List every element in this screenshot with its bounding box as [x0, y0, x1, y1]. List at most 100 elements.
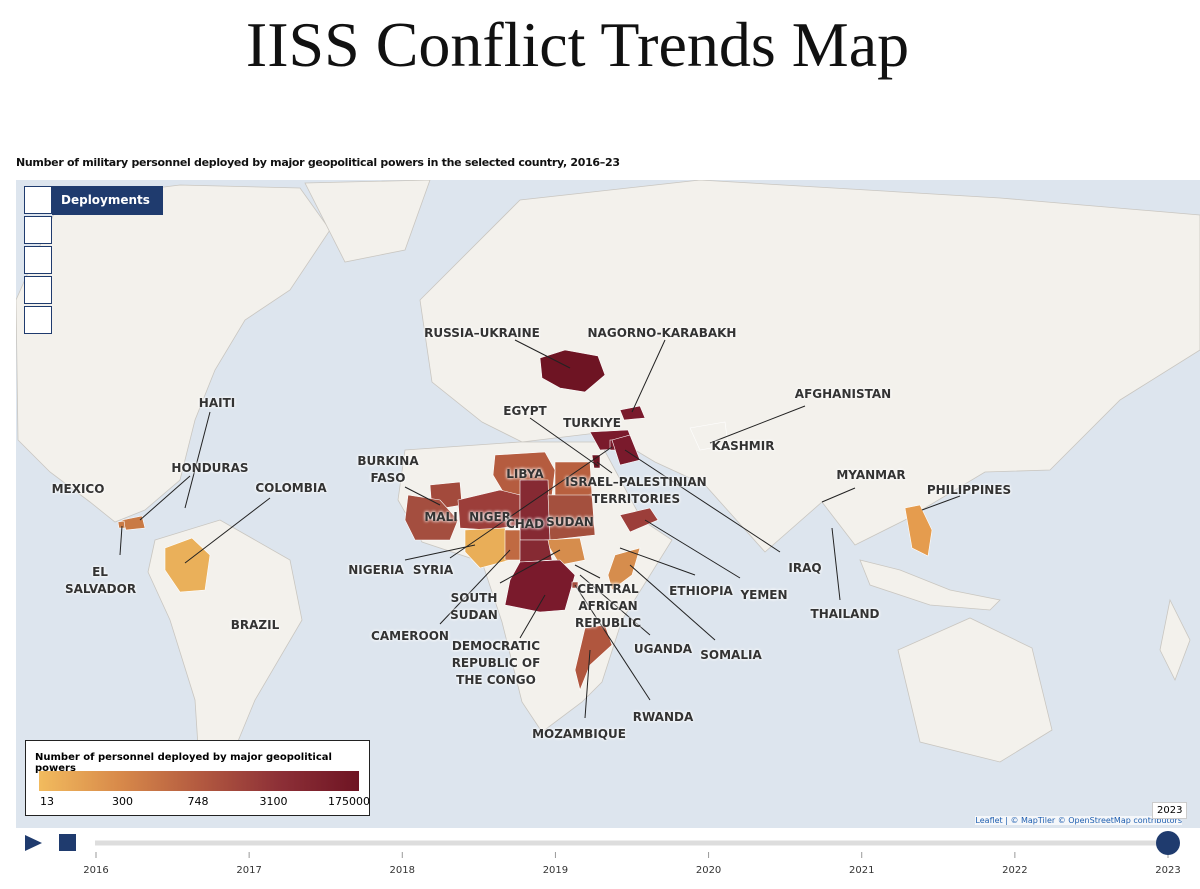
place-label: HAITI — [198, 396, 236, 410]
place-label: NAGORNO-KARABAKH — [587, 326, 737, 340]
timeline: 2016 2017 2018 2019 2020 2021 2022 2023 — [25, 831, 1181, 876]
year-label: 2019 — [543, 865, 568, 876]
country — [514, 539, 553, 563]
country — [504, 559, 576, 613]
place-label: SYRIA — [412, 563, 454, 577]
leader-line — [184, 411, 211, 509]
leader-line — [439, 549, 511, 625]
leader-line — [831, 527, 841, 601]
place-label: UGANDA — [633, 642, 693, 656]
country — [464, 527, 511, 569]
place-label: MOZAMBIQUE — [532, 727, 626, 741]
slider-handle[interactable] — [1156, 831, 1180, 855]
leader-line — [644, 519, 741, 579]
leader-line — [574, 564, 601, 579]
place-label: RUSSIA–UKRAINE — [424, 326, 540, 340]
year-label: 2016 — [83, 865, 108, 876]
place-label: ISRAEL–PALESTINIAN TERRITORIES — [565, 475, 707, 506]
legend-tick-label: 748 — [187, 795, 209, 808]
legend-title: Number of personnel deployed by major ge… — [35, 752, 332, 774]
leader-line — [619, 547, 696, 576]
layer-button[interactable] — [24, 246, 52, 274]
legend-tick-label: 300 — [112, 795, 133, 808]
leader-line — [404, 544, 476, 561]
country — [547, 494, 596, 541]
current-year: 2023 — [1152, 802, 1188, 819]
leader-line — [584, 649, 591, 719]
country — [689, 421, 729, 451]
leader-line — [139, 475, 191, 521]
leader-line — [449, 446, 613, 559]
leader-line — [596, 461, 613, 474]
country — [504, 529, 521, 561]
leader-line — [821, 487, 856, 503]
country — [619, 507, 659, 533]
leader-line — [579, 574, 651, 636]
place-label: BRAZIL — [230, 618, 280, 632]
place-label: RWANDA — [632, 710, 694, 724]
country — [607, 547, 641, 591]
legend-tick-label: 3100 — [259, 795, 288, 808]
leader-line — [631, 339, 666, 413]
map — [16, 180, 1200, 828]
place-label: NIGERIA — [348, 563, 404, 577]
year-label: 2023 — [1155, 865, 1180, 876]
place-label: KASHMIR — [711, 439, 775, 453]
country — [619, 405, 646, 421]
place-label: ETHIOPIA — [669, 584, 733, 598]
layer-button[interactable] — [24, 276, 52, 304]
leader-line — [921, 495, 961, 511]
place-label: SOUTH SUDAN — [450, 591, 498, 622]
country — [164, 537, 211, 593]
title: IISS Conflict Trends Map — [245, 9, 910, 80]
leader-line — [624, 449, 781, 553]
legend: Number of personnel deployed by major ge… — [25, 740, 370, 816]
year-label: 2022 — [1002, 865, 1027, 876]
leader-line — [499, 549, 561, 584]
year-label: 2017 — [236, 865, 261, 876]
legend-tick-label: 175000 — [328, 795, 370, 808]
layer-button[interactable] — [24, 186, 52, 214]
place-label: THAILAND — [810, 607, 880, 621]
country — [591, 454, 601, 469]
attribution[interactable]: Leaflet | © MapTiler © OpenStreetMap con… — [975, 816, 1182, 825]
year-label: 2020 — [696, 865, 721, 876]
active-layer[interactable]: Deployments — [52, 186, 163, 215]
place-label: CAMEROON — [371, 629, 449, 643]
layer-buttons — [24, 186, 52, 336]
country — [117, 520, 126, 529]
place-label: CHAD — [505, 517, 545, 531]
legend-bar — [39, 771, 359, 791]
country — [574, 624, 613, 691]
leader-line — [119, 525, 123, 556]
play-button[interactable] — [25, 835, 42, 851]
stop-button[interactable] — [59, 834, 76, 851]
leader-line — [184, 497, 271, 564]
layer-button[interactable] — [24, 306, 52, 334]
place-label: SOMALIA — [700, 648, 762, 662]
subtitle: Number of military personnel deployed by… — [16, 156, 620, 169]
leader-line — [529, 417, 599, 467]
country — [904, 504, 933, 557]
place-label: PHILIPPINES — [926, 483, 1012, 497]
place-label: COLOMBIA — [255, 481, 327, 495]
place-label: AFGHANISTAN — [794, 387, 892, 401]
leader-line — [709, 405, 806, 444]
place-label: EGYPT — [503, 404, 547, 418]
place-label: NIGER — [469, 510, 511, 524]
place-label: MALI — [424, 510, 458, 524]
place-label: TURKIYE — [563, 416, 621, 430]
place-label: HONDURAS — [171, 461, 249, 475]
country — [404, 494, 459, 541]
place-label: MEXICO — [51, 482, 105, 496]
layer-button[interactable] — [24, 216, 52, 244]
place-label: CENTRAL AFRICAN REPUBLIC — [574, 582, 642, 630]
place-label: DEMOCRATIC REPUBLIC OF THE CONGO — [451, 639, 541, 687]
place-label: EL SALVADOR — [65, 565, 137, 596]
leader-line — [519, 594, 546, 639]
year-label: 2021 — [849, 865, 874, 876]
leader-line — [629, 564, 716, 641]
country — [544, 537, 586, 566]
place-label: BURKINA FASO — [357, 454, 419, 485]
